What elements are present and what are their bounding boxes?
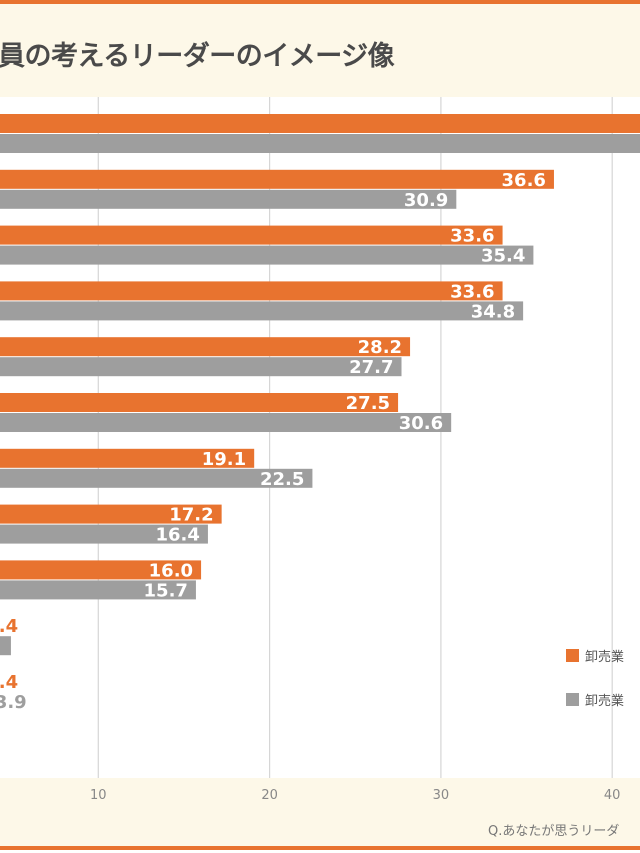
orange-bar (0, 114, 640, 133)
x-tick-label: 30 (432, 788, 450, 803)
legend-label: 卸売業 (585, 694, 625, 709)
question-note: Q.あなたが思うリーダ (488, 824, 620, 839)
legend-swatch-orange (566, 649, 579, 662)
gray-bar (0, 468, 313, 488)
data-label: 30.9 (404, 190, 448, 211)
data-label: 3.9 (0, 692, 27, 713)
data-label: 35.4 (481, 246, 525, 267)
data-label: 27.5 (346, 393, 390, 414)
data-label: 36.6 (502, 170, 546, 191)
legend-item-2: 卸売業 (566, 690, 624, 709)
orange-bar (0, 393, 399, 412)
data-label: 15.7 (144, 580, 188, 601)
gray-bar (0, 636, 11, 656)
data-label: 16.4 (156, 525, 200, 546)
data-label: 16.0 (149, 560, 193, 581)
top-accent-line (0, 0, 640, 4)
gray-bar (0, 413, 452, 432)
gray-bar (0, 134, 640, 153)
orange-bar (0, 448, 255, 468)
orange-bar (0, 560, 202, 580)
data-label: 19.1 (202, 449, 246, 470)
data-label: 33.6 (450, 281, 494, 302)
orange-bar (0, 169, 554, 189)
gray-bar (0, 524, 208, 544)
gray-bar (0, 357, 402, 377)
bottom-accent-line (0, 846, 640, 850)
legend-item-1: 卸売業 (566, 646, 624, 665)
gray-bar (0, 301, 524, 321)
data-label: 22.5 (260, 469, 304, 490)
orange-bar (0, 504, 222, 524)
data-label: 30.6 (399, 413, 443, 434)
data-label: 3.4 (0, 616, 18, 637)
x-tick-label: 20 (261, 788, 278, 803)
data-label: 28.2 (358, 337, 402, 358)
data-label: 34.8 (471, 301, 515, 322)
chart-title: 員の考えるリーダーのイメージ像 (0, 41, 395, 72)
data-label: 27.7 (349, 357, 393, 378)
data-label: 33.6 (450, 226, 494, 247)
gray-bar (0, 189, 457, 209)
gray-bar (0, 580, 196, 600)
x-tick-label: 10 (90, 788, 107, 803)
orange-bar (0, 225, 503, 245)
legend-swatch-gray (566, 693, 579, 706)
x-tick-label: 40 (603, 788, 621, 803)
orange-bar (0, 337, 411, 357)
bar-chart: 36.6 33.6 33.6 28.2 27.5 19.1 17.2 16.0 3.4 3.4 30… (0, 97, 640, 778)
title-bar: 員の考えるリーダーのイメージ像 (0, 4, 640, 97)
axis-band (0, 778, 640, 846)
gray-bar (0, 245, 534, 265)
legend-label: 卸売業 (585, 650, 625, 665)
data-label: 3.4 (0, 672, 18, 693)
data-label: 17.2 (169, 505, 213, 526)
orange-bar (0, 281, 503, 301)
